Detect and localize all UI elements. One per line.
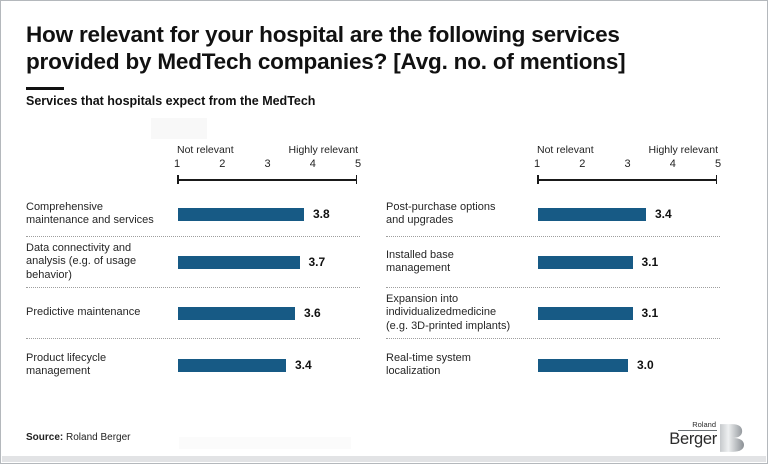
placeholder-block xyxy=(151,118,207,139)
scale-max-label: Highly relevant xyxy=(288,144,358,156)
page-title: How relevant for your hospital are the f… xyxy=(26,21,746,75)
service-label: Installed base management xyxy=(386,248,454,275)
table-row: Real-time system localization 3.0 xyxy=(386,339,720,391)
scale-axis xyxy=(177,175,357,184)
table-row: Predictive maintenance 3.6 xyxy=(26,288,360,339)
scale-header-right: Not relevant Highly relevant 1 2 3 4 5 xyxy=(533,143,722,184)
bar-value: 3.4 xyxy=(655,207,672,221)
bar xyxy=(178,207,304,221)
source-note: Source: Roland Berger xyxy=(26,432,131,443)
scale-max-label: Highly relevant xyxy=(648,144,718,156)
title-line-2: provided by MedTech companies? [Avg. no.… xyxy=(26,49,626,74)
scale-tick-labels: 1 2 3 4 5 xyxy=(533,157,722,172)
roland-berger-logo: Roland Berger xyxy=(669,421,744,453)
scale-end-labels: Not relevant Highly relevant xyxy=(537,143,718,157)
service-label: Predictive maintenance xyxy=(26,306,141,319)
bar-value: 3.7 xyxy=(308,255,326,269)
scale-end-labels: Not relevant Highly relevant xyxy=(177,143,358,157)
tick-label: 4 xyxy=(309,158,316,170)
bar-value: 3.8 xyxy=(313,207,330,221)
bar xyxy=(178,306,295,320)
tick-label: 3 xyxy=(264,158,271,170)
service-label: Real-time system localization xyxy=(386,351,471,378)
table-row: Comprehensive maintenance and services 3… xyxy=(26,192,360,237)
table-row: Installed base management 3.1 xyxy=(386,237,720,288)
bar xyxy=(538,358,628,372)
scale-tick-labels: 1 2 3 4 5 xyxy=(173,157,362,172)
table-row: Data connectivity and analysis (e.g. of … xyxy=(26,237,360,288)
title-line-1: How relevant for your hospital are the f… xyxy=(26,22,620,47)
tick-label: 3 xyxy=(624,158,631,170)
tick-label: 5 xyxy=(354,158,362,170)
service-label: Expansion into individualizedmedicine (e… xyxy=(386,292,511,332)
chart-rows-right: Post-purchase options and upgrades 3.4 I… xyxy=(386,192,720,391)
logo-b-icon xyxy=(720,424,744,452)
bar xyxy=(178,358,286,372)
table-row: Expansion into individualizedmedicine (e… xyxy=(386,288,720,339)
tick-label: 5 xyxy=(714,158,722,170)
scale-min-label: Not relevant xyxy=(537,144,594,156)
bar xyxy=(538,207,646,221)
service-label: Post-purchase options and upgrades xyxy=(386,200,496,227)
tick-label: 2 xyxy=(579,158,586,170)
chart-rows-left: Comprehensive maintenance and services 3… xyxy=(26,192,360,391)
service-label: Product lifecycle management xyxy=(26,351,107,378)
bar-value: 3.6 xyxy=(304,306,321,320)
placeholder-block xyxy=(179,437,351,449)
bar xyxy=(538,255,633,269)
bar-value: 3.1 xyxy=(641,255,659,269)
table-row: Product lifecycle management 3.4 xyxy=(26,339,360,391)
bar xyxy=(178,255,300,269)
service-label: Comprehensive maintenance and services xyxy=(26,200,154,227)
bar xyxy=(538,306,633,320)
logo-berger-text: Berger xyxy=(669,430,717,448)
table-row: Post-purchase options and upgrades 3.4 xyxy=(386,192,720,237)
logo-roland-text: Roland xyxy=(678,421,717,431)
source-label: Source: xyxy=(26,432,64,443)
tick-label: 1 xyxy=(533,158,541,170)
logo-wordmark: Roland Berger xyxy=(669,421,717,448)
scale-axis xyxy=(537,175,717,184)
chart-column-left: Not relevant Highly relevant 1 2 3 4 5 C… xyxy=(26,143,362,391)
service-label: Data connectivity and analysis (e.g. of … xyxy=(26,241,137,281)
scale-header-left: Not relevant Highly relevant 1 2 3 4 5 xyxy=(173,143,362,184)
tick-label: 4 xyxy=(669,158,676,170)
title-underline xyxy=(26,87,64,90)
bar-value: 3.1 xyxy=(641,306,659,320)
source-value: Roland Berger xyxy=(63,432,131,443)
tick-label: 1 xyxy=(173,158,181,170)
chart-subtitle: Services that hospitals expect from the … xyxy=(26,94,316,108)
footer-strip xyxy=(2,456,766,462)
bar-value: 3.4 xyxy=(295,358,312,372)
tick-label: 2 xyxy=(219,158,226,170)
bar-value: 3.0 xyxy=(637,358,654,372)
chart-column-right: Not relevant Highly relevant 1 2 3 4 5 P… xyxy=(386,143,722,391)
scale-min-label: Not relevant xyxy=(177,144,234,156)
